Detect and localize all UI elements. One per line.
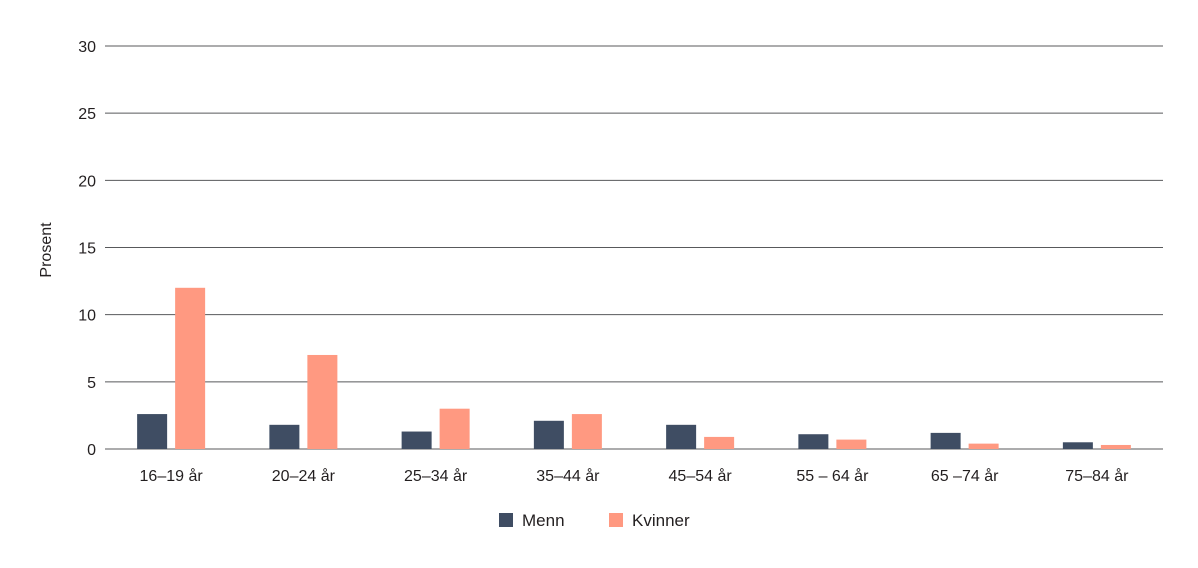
legend-swatch-menn xyxy=(499,513,513,527)
x-tick-label: 65 –74 år xyxy=(931,467,999,485)
bar-menn-3 xyxy=(401,431,432,449)
gridlines xyxy=(105,45,1163,450)
y-tick-label: 10 xyxy=(78,308,96,325)
x-tick-label: 45–54 år xyxy=(669,467,733,485)
bars xyxy=(137,287,1131,449)
bar-kvinner-8 xyxy=(1100,444,1131,449)
y-tick-label: 5 xyxy=(87,375,96,392)
bar-menn-6 xyxy=(798,434,829,449)
x-tick-label: 25–34 år xyxy=(404,467,468,485)
bar-menn-1 xyxy=(137,414,168,449)
bar-kvinner-4 xyxy=(571,414,602,449)
bar-kvinner-6 xyxy=(836,439,867,449)
bar-menn-5 xyxy=(666,424,697,449)
x-tick-label: 55 – 64 år xyxy=(796,467,869,485)
bar-menn-2 xyxy=(269,424,300,449)
bar-kvinner-3 xyxy=(439,408,470,449)
x-tick-label: 75–84 år xyxy=(1065,467,1129,485)
x-tick-label: 35–44 år xyxy=(536,467,600,485)
bar-menn-8 xyxy=(1062,442,1093,449)
legend: Menn Kvinner xyxy=(499,511,690,530)
bar-menn-4 xyxy=(533,420,564,449)
y-tick-label: 15 xyxy=(78,241,96,258)
y-axis-ticks: 0 5 10 15 20 25 30 xyxy=(78,39,96,459)
y-tick-label: 30 xyxy=(78,39,96,56)
x-axis-ticks: 16–19 år 20–24 år 25–34 år 35–44 år 45–54 år… xyxy=(140,467,1130,485)
legend-swatch-kvinner xyxy=(609,513,623,527)
y-tick-label: 20 xyxy=(78,173,96,190)
x-tick-label: 16–19 år xyxy=(140,467,204,485)
y-axis-title: Prosent xyxy=(38,222,55,278)
bar-kvinner-1 xyxy=(175,287,206,449)
x-tick-label: 20–24 år xyxy=(272,467,336,485)
y-tick-label: 0 xyxy=(87,442,96,459)
legend-label-kvinner: Kvinner xyxy=(632,511,690,530)
legend-label-menn: Menn xyxy=(522,511,565,530)
bar-kvinner-7 xyxy=(968,443,999,449)
y-tick-label: 25 xyxy=(78,106,96,123)
bar-kvinner-5 xyxy=(704,436,735,449)
bar-kvinner-2 xyxy=(307,354,338,449)
bar-menn-7 xyxy=(930,432,961,449)
